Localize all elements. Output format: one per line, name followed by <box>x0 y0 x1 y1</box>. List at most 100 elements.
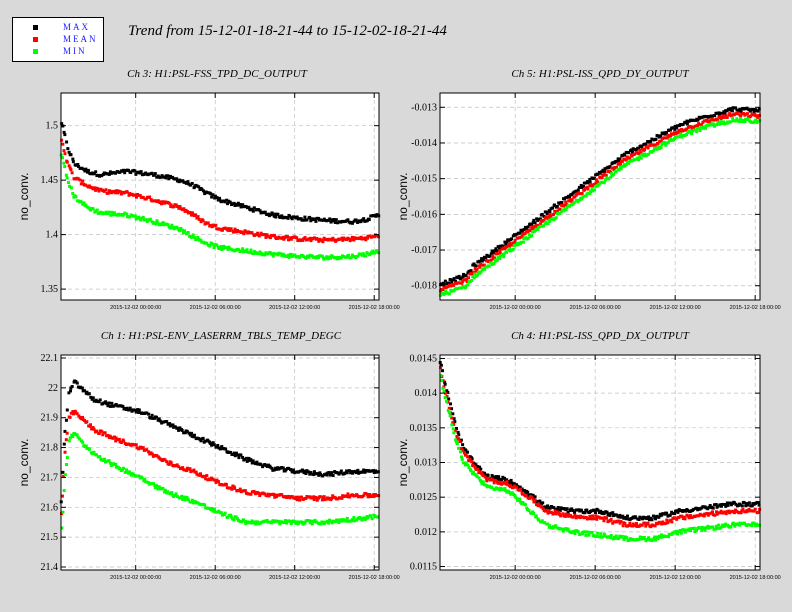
data-point <box>198 472 202 476</box>
data-point <box>62 149 66 153</box>
data-point <box>679 130 683 134</box>
data-point <box>721 116 725 120</box>
y-tick-label: 0.012 <box>415 527 438 538</box>
data-point <box>596 172 600 176</box>
data-point <box>739 116 743 120</box>
data-point <box>731 106 735 110</box>
data-point <box>93 186 97 190</box>
data-point <box>448 402 452 406</box>
data-point <box>616 536 620 540</box>
data-point <box>163 458 167 462</box>
data-point <box>116 465 120 469</box>
data-point <box>290 468 294 472</box>
data-point <box>719 525 723 529</box>
data-point <box>192 235 196 239</box>
data-point <box>656 537 660 541</box>
data-point <box>150 452 154 456</box>
data-point <box>713 114 717 118</box>
data-point <box>91 187 95 191</box>
data-point <box>356 254 360 258</box>
data-point <box>639 156 643 160</box>
data-point <box>291 468 295 472</box>
data-point <box>243 249 247 253</box>
data-point <box>680 135 684 139</box>
data-point <box>157 485 161 489</box>
data-point <box>643 147 647 151</box>
y-tick-label: 21.8 <box>41 443 59 454</box>
data-point <box>640 517 644 521</box>
x-tick-label: 2015-12-02 18:00:00 <box>730 305 781 311</box>
data-point <box>133 443 137 447</box>
data-point <box>708 504 712 508</box>
data-point <box>461 285 465 289</box>
data-point <box>649 538 653 542</box>
data-point <box>538 499 542 503</box>
data-point <box>640 153 644 157</box>
data-point <box>487 264 491 268</box>
data-point <box>726 503 730 507</box>
data-point <box>675 517 679 521</box>
data-point <box>364 492 368 496</box>
data-point <box>663 132 667 136</box>
data-point <box>366 234 370 238</box>
data-point <box>127 408 131 412</box>
data-point <box>478 470 482 474</box>
data-point <box>61 510 65 514</box>
data-point <box>76 162 80 166</box>
data-point <box>63 450 67 454</box>
data-point <box>207 477 211 481</box>
data-point <box>61 142 65 146</box>
data-point <box>84 183 88 187</box>
data-point <box>320 254 324 258</box>
data-point <box>466 283 470 287</box>
data-point <box>488 259 492 263</box>
data-point <box>474 463 478 467</box>
data-point <box>77 414 81 418</box>
data-point <box>486 473 490 477</box>
data-point <box>730 109 734 113</box>
data-point <box>373 515 377 519</box>
data-point <box>462 461 466 465</box>
data-point <box>531 230 535 234</box>
data-point <box>91 396 95 400</box>
data-point <box>519 240 523 244</box>
data-point <box>689 125 693 129</box>
data-point <box>109 436 113 440</box>
data-point <box>565 203 569 207</box>
data-point <box>721 111 725 115</box>
data-point <box>658 139 662 143</box>
data-point <box>168 422 172 426</box>
data-point <box>623 522 627 526</box>
data-point <box>441 369 445 373</box>
data-point <box>678 509 682 513</box>
data-point <box>367 218 371 222</box>
data-point <box>99 187 103 191</box>
data-point <box>180 494 184 498</box>
data-point <box>76 385 80 389</box>
data-point <box>593 509 597 513</box>
series-mean <box>60 138 380 244</box>
data-point <box>249 458 253 462</box>
data-point <box>703 528 707 532</box>
data-point <box>87 392 91 396</box>
data-point <box>331 236 335 240</box>
data-point <box>450 281 454 285</box>
data-point <box>135 216 139 220</box>
data-point <box>516 243 520 247</box>
data-point <box>196 215 200 219</box>
data-point <box>755 120 759 124</box>
data-point <box>601 168 605 172</box>
data-point <box>245 456 249 460</box>
data-point <box>156 199 160 203</box>
data-point <box>622 537 626 541</box>
data-point <box>621 514 625 518</box>
data-point <box>644 524 648 528</box>
data-point <box>685 119 689 123</box>
data-point <box>220 445 224 449</box>
data-point <box>128 470 132 474</box>
data-point <box>192 433 196 437</box>
data-point <box>161 221 165 225</box>
data-point <box>303 236 307 240</box>
data-point <box>116 170 120 174</box>
data-point <box>460 447 464 451</box>
